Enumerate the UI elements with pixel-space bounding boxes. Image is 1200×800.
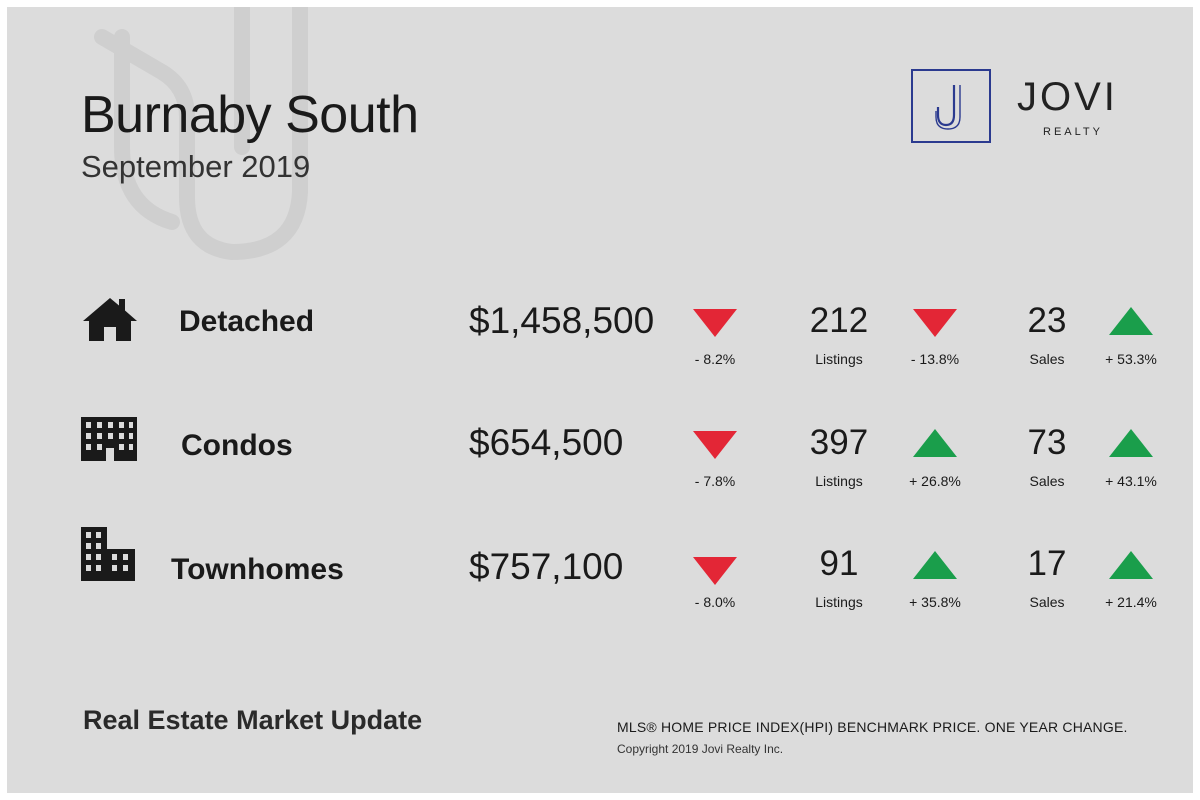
market-update-card: Burnaby South September 2019 JOVI REALTY… (7, 7, 1193, 793)
listings-count: 91 (819, 544, 859, 583)
price-down-arrow-icon (693, 431, 737, 459)
price-change: - 8.0% (694, 594, 736, 610)
sales-change: + 43.1% (1105, 473, 1157, 489)
sales-change: + 21.4% (1105, 594, 1157, 610)
listings-label: Listings (815, 473, 863, 489)
copyright-text: Copyright 2019 Jovi Realty Inc. (617, 742, 784, 756)
brand-name: JOVI (1017, 75, 1118, 119)
footer-note: MLS® HOME PRICE INDEX(HPI) BENCHMARK PRI… (617, 719, 1128, 735)
sales-count: 73 (1027, 423, 1067, 462)
page-title: Burnaby South (81, 86, 419, 144)
property-type-label: Condos (181, 429, 293, 462)
watermark-logo-icon (94, 7, 308, 261)
sales-up-arrow-icon (1109, 307, 1153, 335)
listings-up-arrow-icon (913, 429, 957, 457)
brand-monogram-icon (935, 85, 961, 130)
listings-count: 397 (809, 423, 869, 462)
row-townhomes: Townhomes $757,100 - 8.0% 91 Listings + … (7, 527, 1193, 627)
benchmark-price: $757,100 (469, 546, 624, 587)
price-change: - 7.8% (694, 473, 736, 489)
page-subtitle: September 2019 (81, 149, 311, 184)
benchmark-price: $1,458,500 (469, 300, 655, 341)
row-detached: Detached $1,458,500 - 8.2% 212 Listings … (7, 295, 1193, 395)
price-down-arrow-icon (693, 557, 737, 585)
sales-change: + 53.3% (1105, 351, 1157, 367)
listings-label: Listings (815, 351, 863, 367)
listings-up-arrow-icon (913, 551, 957, 579)
price-change: - 8.2% (694, 351, 736, 367)
listings-down-arrow-icon (913, 309, 957, 337)
house-icon (83, 298, 137, 341)
sales-up-arrow-icon (1109, 429, 1153, 457)
brand-logo-box (911, 69, 991, 143)
listings-label: Listings (815, 594, 863, 610)
sales-up-arrow-icon (1109, 551, 1153, 579)
listings-change: - 13.8% (910, 351, 960, 367)
listings-change: + 26.8% (909, 473, 961, 489)
price-down-arrow-icon (693, 309, 737, 337)
brand-tagline: REALTY (1043, 126, 1103, 138)
sales-label: Sales (1029, 594, 1065, 610)
condo-building-icon (81, 417, 137, 461)
benchmark-price: $654,500 (469, 422, 624, 463)
listings-count: 212 (809, 301, 869, 340)
sales-count: 23 (1027, 301, 1067, 340)
sales-label: Sales (1029, 473, 1065, 489)
sales-count: 17 (1027, 544, 1067, 583)
listings-change: + 35.8% (909, 594, 961, 610)
property-type-label: Detached (179, 305, 315, 338)
property-type-label: Townhomes (171, 553, 344, 586)
row-condos: Condos $654,500 - 7.8% 397 Listings + 26… (7, 417, 1193, 517)
townhome-building-icon (81, 527, 135, 581)
sales-label: Sales (1029, 351, 1065, 367)
footer-title: Real Estate Market Update (83, 705, 423, 735)
